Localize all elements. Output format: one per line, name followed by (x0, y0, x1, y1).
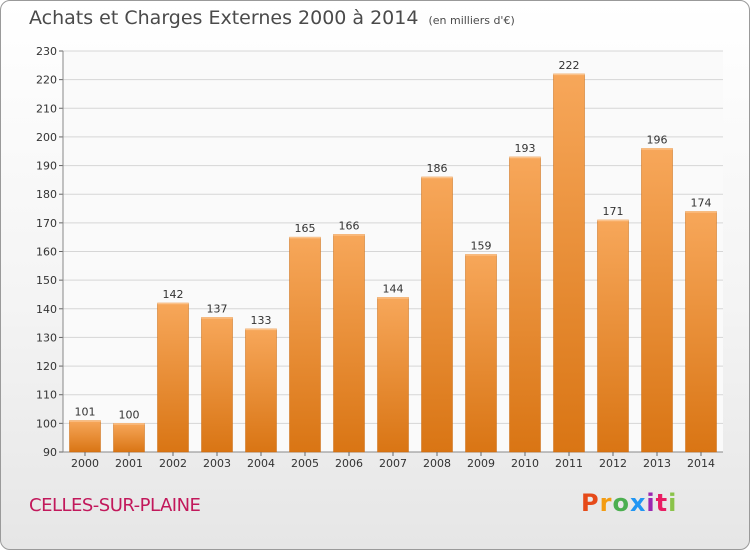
data-label: 133 (251, 314, 272, 327)
data-label: 196 (647, 133, 668, 146)
bar (553, 73, 585, 453)
bar (685, 211, 717, 453)
data-label: 174 (691, 196, 712, 209)
logo-letter: o (612, 489, 630, 517)
x-tick-label: 2010 (511, 457, 539, 470)
data-label: 100 (119, 408, 140, 421)
x-tick-label: 2008 (423, 457, 451, 470)
x-tick-label: 2005 (291, 457, 319, 470)
bar (377, 297, 409, 453)
x-tick-label: 2014 (687, 457, 715, 470)
data-label: 166 (339, 219, 360, 232)
bar (201, 317, 233, 453)
data-label: 186 (427, 162, 448, 175)
x-tick-label: 2013 (643, 457, 671, 470)
bar (465, 254, 497, 453)
x-tick-label: 2004 (247, 457, 275, 470)
data-label: 222 (559, 59, 580, 72)
y-tick-label: 170 (36, 217, 57, 230)
bar (597, 219, 629, 453)
data-label: 101 (75, 405, 96, 418)
y-tick-label: 210 (36, 102, 57, 115)
data-label: 193 (515, 142, 536, 155)
chart-title: Achats et Charges Externes 2000 à 2014 (e… (29, 7, 515, 29)
x-tick-label: 2012 (599, 457, 627, 470)
bar (509, 156, 541, 453)
x-tick-label: 2000 (71, 457, 99, 470)
x-tick-label: 2007 (379, 457, 407, 470)
y-tick-label: 140 (36, 303, 57, 316)
bar (641, 148, 673, 453)
title-unit: (en milliers d'€) (428, 14, 515, 27)
data-label: 142 (163, 288, 184, 301)
y-tick-label: 120 (36, 360, 57, 373)
logo-letter: t (655, 489, 669, 517)
y-tick-label: 160 (36, 246, 57, 259)
y-tick-label: 90 (43, 446, 57, 459)
y-tick-label: 190 (36, 160, 57, 173)
data-label: 137 (207, 302, 228, 315)
bar (333, 234, 365, 453)
y-tick-label: 150 (36, 274, 57, 287)
y-tick-label: 200 (36, 131, 57, 144)
data-label: 159 (471, 239, 492, 252)
y-tick-label: 110 (36, 389, 57, 402)
logo-letter: i (646, 489, 656, 517)
x-tick-label: 2009 (467, 457, 495, 470)
x-tick-label: 2002 (159, 457, 187, 470)
y-tick-label: 230 (36, 45, 57, 58)
x-tick-label: 2006 (335, 457, 363, 470)
data-label: 144 (383, 282, 404, 295)
x-tick-label: 2003 (203, 457, 231, 470)
y-tick-label: 100 (36, 417, 57, 430)
y-tick-label: 220 (36, 74, 57, 87)
commune-name: CELLES-SUR-PLAINE (29, 495, 201, 516)
bar (421, 176, 453, 453)
bar (113, 423, 145, 453)
logo-letter: i (668, 489, 678, 517)
data-label: 165 (295, 222, 316, 235)
bar (245, 328, 277, 453)
bar (157, 302, 189, 453)
y-tick-label: 130 (36, 331, 57, 344)
bar (69, 420, 101, 453)
proxiti-logo: Proxiti (581, 489, 677, 517)
x-tick-label: 2011 (555, 457, 583, 470)
data-label: 171 (603, 205, 624, 218)
logo-letter: P (581, 489, 600, 517)
logo-letter: r (599, 489, 613, 517)
plot-area: 90 100 110 120 130 140 150 160 170 180 190 200 210 22… (36, 45, 723, 470)
bar (289, 236, 321, 453)
title-text: Achats et Charges Externes 2000 à 2014 (29, 7, 419, 29)
y-tick-label: 180 (36, 188, 57, 201)
logo-letter: x (629, 489, 647, 517)
x-tick-label: 2001 (115, 457, 143, 470)
